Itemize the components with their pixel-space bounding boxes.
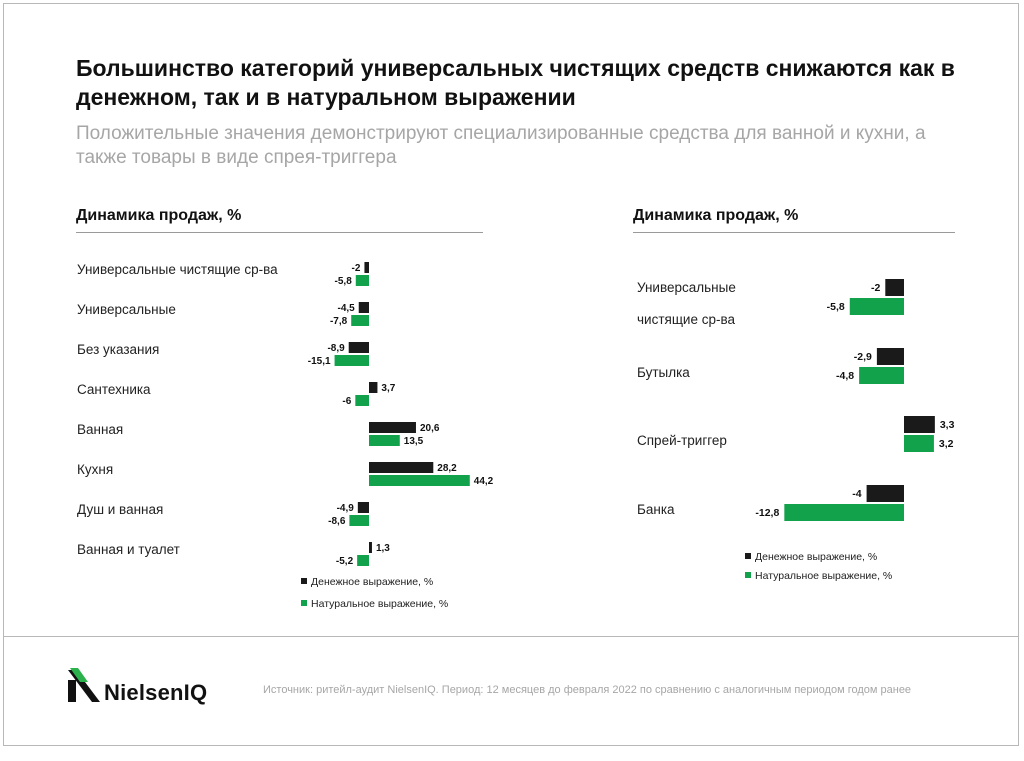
data-label: 20,6 [420, 423, 440, 434]
value-bar [904, 416, 935, 433]
legend-label: Натуральное выражение, % [755, 570, 892, 582]
volume-bar [784, 504, 904, 521]
category-label: Без указания [77, 342, 159, 357]
volume-bar [369, 435, 400, 446]
right-chart-rule [633, 232, 955, 233]
slide-title: Большинство категорий универсальных чист… [76, 55, 955, 110]
footer-divider [3, 636, 1019, 637]
volume-bar [904, 435, 934, 452]
value-bar [364, 262, 369, 273]
data-label: -4,8 [836, 370, 854, 382]
category-label: Ванная и туалет [77, 542, 180, 557]
data-label: -2 [352, 263, 361, 274]
value-bar [369, 422, 416, 433]
source-note: Источник: ритейл-аудит NielsenIQ. Период… [263, 684, 912, 696]
volume-bar [849, 298, 904, 315]
data-label: -4,5 [338, 303, 356, 314]
data-label: 28,2 [437, 463, 457, 474]
data-label: 3,3 [940, 419, 955, 431]
slide-subtitle: Положительные значения демонстрируют спе… [76, 123, 926, 168]
data-label: -7,8 [330, 316, 348, 327]
left-chart-title: Динамика продаж, % [76, 207, 242, 224]
data-label: -5,2 [336, 556, 354, 567]
data-label: -15,1 [308, 356, 331, 367]
category-label: чистящие ср-ва [637, 312, 735, 327]
value-bar [369, 462, 434, 473]
data-label: 3,7 [381, 383, 395, 394]
value-bar [885, 279, 904, 296]
legend-swatch [301, 578, 307, 584]
data-label: 44,2 [474, 476, 494, 487]
legend-swatch [745, 572, 751, 578]
legend-swatch [745, 553, 751, 559]
legend-label: Натуральное выражение, % [311, 598, 448, 610]
value-bar [358, 302, 369, 313]
legend-swatch [301, 600, 307, 606]
category-label: Спрей-триггер [637, 433, 727, 448]
category-label: Сантехника [77, 382, 151, 397]
value-bar [357, 502, 369, 513]
data-label: 3,2 [939, 438, 954, 450]
volume-bar [334, 355, 369, 366]
value-bar [866, 485, 904, 502]
category-label: Универсальные [637, 280, 736, 295]
volume-bar [355, 275, 369, 286]
value-bar [876, 348, 904, 365]
category-label: Универсальные [77, 302, 176, 317]
volume-bar [859, 367, 904, 384]
data-label: -6 [342, 396, 351, 407]
data-label: -4 [852, 488, 861, 500]
data-label: -8,9 [327, 343, 345, 354]
category-label: Бутылка [637, 365, 690, 380]
brand-name: NielsenIQ [104, 680, 208, 705]
data-label: -2,9 [854, 351, 872, 363]
category-label: Кухня [77, 462, 113, 477]
data-label: -4,9 [337, 503, 355, 514]
value-bar [369, 382, 378, 393]
nielseniq-logo-icon [68, 668, 100, 702]
legend-label: Денежное выражение, % [755, 551, 877, 563]
value-bar [348, 342, 369, 353]
category-label: Душ и ванная [77, 502, 163, 517]
value-bar [369, 542, 372, 553]
data-label: 13,5 [404, 436, 424, 447]
category-label: Ванная [77, 422, 123, 437]
volume-bar [351, 315, 369, 326]
slide-frame [3, 3, 1019, 746]
data-label: -5,8 [827, 301, 845, 313]
data-label: -5,8 [335, 276, 353, 287]
right-chart-title: Динамика продаж, % [633, 207, 799, 224]
volume-bar [349, 515, 369, 526]
left-chart-rule [76, 232, 483, 233]
volume-bar [355, 395, 369, 406]
data-label: -8,6 [328, 516, 346, 527]
category-label: Банка [637, 502, 675, 517]
volume-bar [357, 555, 369, 566]
volume-bar [369, 475, 470, 486]
data-label: 1,3 [376, 543, 390, 554]
data-label: -12,8 [755, 507, 779, 519]
category-label: Универсальные чистящие ср-ва [77, 262, 278, 277]
legend-label: Денежное выражение, % [311, 576, 433, 588]
data-label: -2 [871, 282, 880, 294]
